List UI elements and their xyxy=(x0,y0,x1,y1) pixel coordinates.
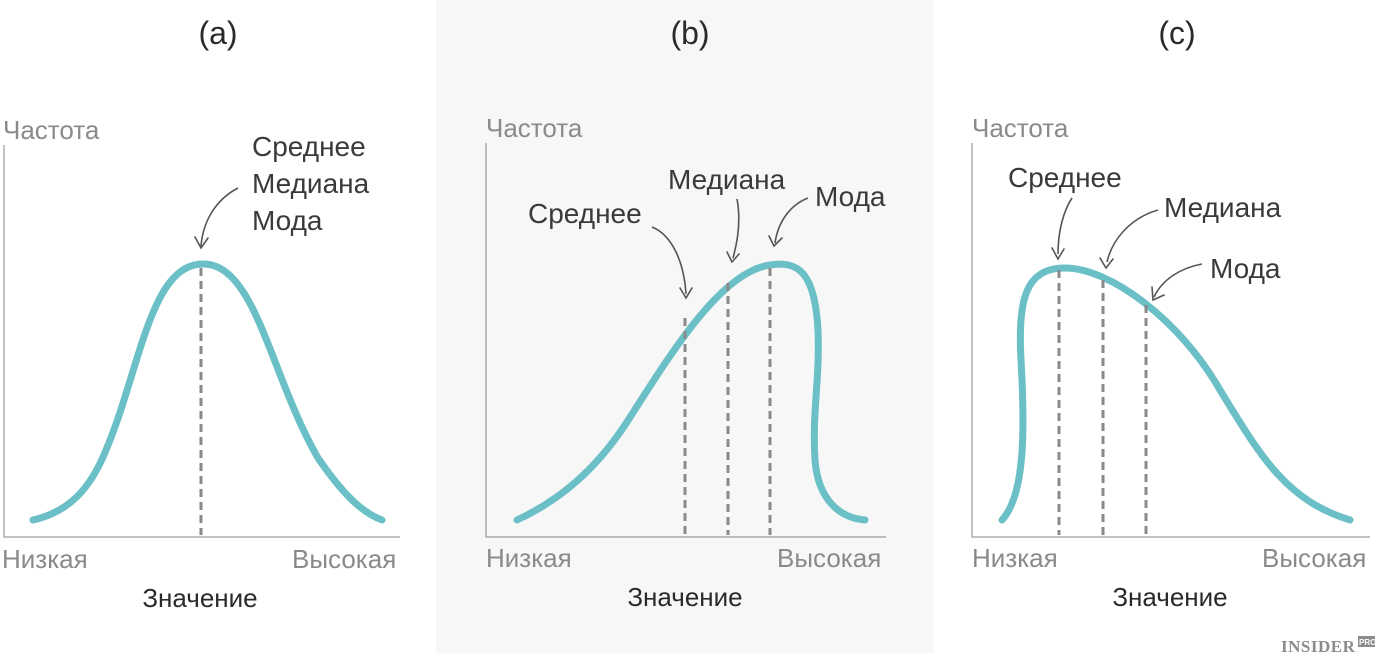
panel-a-arrow-head xyxy=(194,236,209,250)
panel-a-y-label: Частота xyxy=(3,115,100,145)
panel-b-title: (b) xyxy=(670,15,709,51)
panel-b-mean-arrow-head xyxy=(679,287,693,300)
panel-a-title: (a) xyxy=(198,15,237,51)
panel-b-background xyxy=(436,0,934,653)
panel-b-axes xyxy=(485,143,886,538)
panel-b-x-low: Низкая xyxy=(486,543,572,573)
panel-a-x-title: Значение xyxy=(142,583,257,613)
panel-b-median-arrow-head xyxy=(726,251,740,264)
brand-name: INSIDER xyxy=(1281,637,1356,653)
brand-logo: INSIDER PRO xyxy=(1281,636,1376,653)
brand-badge-text: PRO xyxy=(1359,638,1376,647)
panel-b-mode-arrow xyxy=(774,197,809,244)
panel-b-mean-label: Среднее xyxy=(528,198,642,229)
panel-a-x-low: Низкая xyxy=(2,544,88,574)
panel-a-axes xyxy=(3,145,400,538)
panel-c-mean-arrow-head xyxy=(1051,247,1065,261)
panel-c-y-label: Частота xyxy=(972,113,1069,143)
panel-c: (c) Частота Среднее Медиана Мода Низкая … xyxy=(971,15,1370,612)
panel-c-median-arrow-head xyxy=(1099,257,1114,270)
panel-c-x-low: Низкая xyxy=(972,543,1058,573)
panel-b-median-arrow xyxy=(732,198,740,259)
panel-a-mode-label: Мода xyxy=(252,205,323,236)
panel-c-median-arrow xyxy=(1106,209,1159,263)
panel-b-curve xyxy=(513,260,869,524)
panel-a-arrow xyxy=(200,187,239,247)
panel-c-axes xyxy=(971,143,1370,538)
panel-a-x-high: Высокая xyxy=(292,544,396,574)
panel-a-curve xyxy=(29,260,386,524)
panel-b-median-label: Медиана xyxy=(668,164,786,195)
panel-c-median-label: Медиана xyxy=(1164,192,1282,223)
panel-c-mode-arrow xyxy=(1153,263,1203,298)
panel-c-mean-label: Среднее xyxy=(1008,162,1122,193)
panel-b-y-label: Частота xyxy=(486,113,583,143)
panel-c-mode-label: Мода xyxy=(1210,253,1281,284)
panel-c-mean-arrow xyxy=(1057,197,1073,255)
panel-b-x-high: Высокая xyxy=(777,543,881,573)
panel-a-median-label: Медиана xyxy=(252,168,370,199)
panel-a: (a) Частота Среднее Медиана Мода Низкая … xyxy=(2,15,400,613)
panel-b-mode-arrow-head xyxy=(768,235,783,248)
panel-c-title: (c) xyxy=(1158,15,1195,51)
panel-c-x-high: Высокая xyxy=(1262,543,1366,573)
panel-b-mean-arrow xyxy=(651,226,687,295)
panel-b-x-title: Значение xyxy=(627,582,742,612)
panel-b-mode-label: Мода xyxy=(815,181,886,212)
brand-badge xyxy=(1358,636,1375,647)
panel-b: (b) Частота Среднее Медиана Мода Низкая … xyxy=(485,15,886,612)
panel-c-x-title: Значение xyxy=(1112,582,1227,612)
panel-a-mean-label: Среднее xyxy=(252,131,366,162)
panel-c-curve xyxy=(998,264,1354,524)
panel-c-mode-arrow-head xyxy=(1151,286,1165,302)
